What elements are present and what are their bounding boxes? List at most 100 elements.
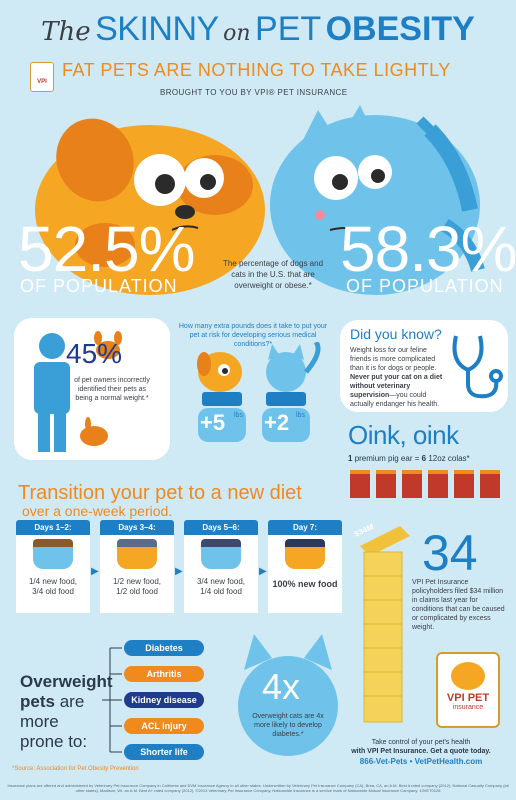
cats-risk-note: Overweight cats are 4x more likely to de…	[252, 713, 324, 738]
cta-line-1: Take control of your pet's health	[371, 739, 471, 746]
oink-line: 1 premium pig ear = 6 12oz colas*	[348, 454, 470, 463]
transition-subtitle: over a one-week period.	[22, 503, 173, 519]
day-block-3: Days 5–6: 3/4 new food, 1/4 old food	[184, 520, 258, 613]
food-bowl-icon	[285, 539, 325, 569]
dog-illustration	[35, 118, 265, 295]
day-label: Days 5–6:	[184, 520, 258, 535]
dyk-body-2: —you could actually endanger his health.	[350, 392, 440, 408]
day-content: 1/2 new food, 1/2 old food	[100, 535, 174, 613]
did-you-know-title: Did you know?	[350, 326, 442, 342]
cats-risk-value: 4x	[262, 666, 301, 707]
logo-brand: VPI PET	[446, 692, 490, 704]
fine-print: Insurance plans are offered and administ…	[7, 783, 509, 793]
center-note: The percentage of dogs and cats in the U…	[222, 259, 324, 290]
money-stack-illustration	[360, 526, 410, 723]
day-label: Days 1–2:	[16, 520, 90, 535]
food-bowl-icon	[201, 539, 241, 569]
day-text-2: 1/4 old food	[200, 587, 242, 596]
claims-number: 34	[422, 525, 478, 581]
cola-cup-icon	[402, 470, 422, 498]
byline: BROUGHT TO YOU BY VPI® PET INSURANCE	[160, 88, 348, 97]
call-to-action: Take control of your pet's health with V…	[330, 738, 512, 768]
prone-heading: Overweight pets are more prone to:	[20, 672, 120, 752]
did-you-know-body: Weight loss for our feline friends is mo…	[350, 346, 446, 409]
condition-diabetes: Diabetes	[124, 640, 204, 656]
day-text-2: 3/4 old food	[32, 587, 74, 596]
day-block-1: Days 1–2: 1/4 new food, 3/4 old food	[16, 520, 90, 613]
transition-title: Transition your pet to a new diet	[18, 482, 302, 504]
day-block-2: Days 3–4: 1/2 new food, 1/2 old food	[100, 520, 174, 613]
stethoscope-icon	[452, 335, 503, 399]
vpi-logo-tag: VPI PET insurance	[436, 652, 500, 728]
cola-cup-icon	[428, 470, 448, 498]
day-text-1: 1/2 new food,	[112, 577, 162, 586]
subtitle: FAT PETS ARE NOTHING TO TAKE LIGHTLY	[62, 60, 451, 80]
dyk-body-bold: Never put your cat on a diet without vet…	[350, 374, 443, 399]
prone-line-3: prone to:	[20, 732, 88, 751]
dog-pounds-value: +5	[200, 410, 226, 435]
cola-cup-icon	[376, 470, 396, 498]
title-pet: PET	[255, 10, 322, 48]
condition-acl-injury: ACL injury	[124, 718, 204, 734]
arrow-right-icon: ▶	[91, 566, 99, 577]
day-text-1: 1/4 new food,	[28, 577, 78, 586]
title-the: The	[41, 17, 91, 47]
cta-line-2: with VPI Pet Insurance. Get a quote toda…	[351, 748, 491, 755]
prone-line-2b: are more	[20, 692, 85, 731]
prone-line-1: Overweight	[20, 672, 113, 691]
day-text-2: 1/2 old food	[116, 587, 158, 596]
dog-face-icon	[451, 662, 485, 690]
dog-cat-illustration	[35, 105, 485, 295]
dogs-percentage: 52.5%	[18, 213, 195, 285]
day-text-1: 3/4 new food,	[196, 577, 246, 586]
transition-days: Days 1–2: 1/4 new food, 3/4 old food Day…	[16, 520, 342, 620]
condition-shorter-life: Shorter life	[124, 744, 204, 760]
cat-silhouette-illustration	[238, 634, 338, 756]
cat-illustration	[270, 105, 485, 295]
bracket-lines	[102, 647, 122, 753]
day-content: 3/4 new food, 1/4 old food	[184, 535, 258, 613]
claims-note: VPI Pet Insurance policyholders filed $3…	[412, 579, 505, 631]
vpi-tag-logo-small: VPI	[30, 62, 54, 92]
cola-cup-icon	[480, 470, 500, 498]
pounds-question: How many extra pounds does it take to pu…	[178, 323, 328, 348]
dyk-body-1: Weight loss for our feline friends is mo…	[350, 347, 437, 372]
source-note: *Source: Association for Pet Obesity Pre…	[12, 766, 139, 772]
dog-pounds-unit: lbs	[234, 412, 243, 419]
day-label: Day 7:	[268, 520, 342, 535]
day-text-1: 100% new food	[272, 579, 338, 589]
food-bowl-icon	[33, 539, 73, 569]
day-content: 1/4 new food, 3/4 old food	[16, 535, 90, 613]
arrow-right-icon: ▶	[175, 566, 183, 577]
cola-cups	[350, 470, 510, 500]
logo-sub: insurance	[452, 704, 484, 711]
cta-contact[interactable]: 866-Vet-Pets • VetPetHealth.com	[359, 757, 483, 766]
title-on: on	[223, 21, 251, 46]
cat-pounds-value: +2	[264, 410, 290, 435]
condition-kidney-disease: Kidney disease	[124, 692, 204, 708]
title-skinny: SKINNY	[95, 10, 219, 48]
day-block-4: Day 7: 100% new food	[268, 520, 342, 613]
prone-line-2a: pets	[20, 692, 55, 711]
oink-title: Oink, oink	[348, 420, 459, 450]
owners-note: of pet owners incorrectly identified the…	[74, 377, 150, 402]
food-bowl-icon	[117, 539, 157, 569]
owner-dog-illustration	[34, 331, 122, 452]
oink-post: 12oz colas*	[428, 454, 470, 463]
oink-pre: 1	[348, 454, 353, 463]
cats-percentage: 58.3%	[340, 213, 516, 285]
day-label: Days 3–4:	[100, 520, 174, 535]
cola-cup-icon	[350, 470, 370, 498]
pounds-illustration	[197, 342, 321, 442]
condition-arthritis: Arthritis	[124, 666, 204, 682]
arrow-right-icon: ▶	[259, 566, 267, 577]
owners-percentage: 45%	[66, 338, 123, 369]
cola-cup-icon	[454, 470, 474, 498]
page-title: The SKINNY on PET OBESITY	[0, 10, 516, 49]
title-obesity: OBESITY	[325, 10, 475, 48]
cat-pounds-unit: lbs	[296, 412, 305, 419]
day-content: 100% new food	[268, 535, 342, 613]
dogs-population-label: OF POPULATION	[20, 276, 178, 296]
oink-mid: premium pig ear =	[354, 454, 420, 463]
oink-num: 6	[421, 454, 427, 463]
